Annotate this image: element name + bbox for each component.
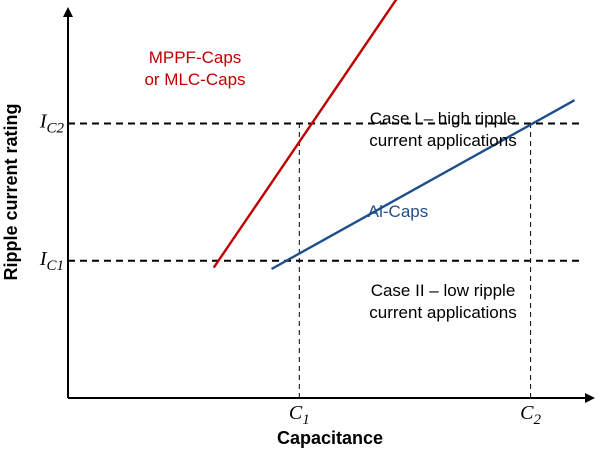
annotation-case-1: Case I – high ripple current applications — [369, 109, 516, 150]
y-tick-label-IC1: IC1 — [39, 248, 64, 274]
y-axis-title: Ripple current rating — [1, 103, 21, 280]
annotation-case-2: Case II – low ripple current applications — [369, 281, 516, 322]
y-tick-label-IC2: IC2 — [39, 111, 65, 137]
annotation-mppf-mlc-caps: MPPF-Caps or MLC-Caps — [144, 48, 245, 89]
x-tick-label-C2: C2 — [520, 402, 541, 428]
annotations: MPPF-Caps or MLC-Caps Al-Caps Case I – high… — [144, 48, 516, 322]
reference-lines — [68, 122, 582, 398]
annotation-al-caps: Al-Caps — [368, 202, 428, 221]
x-tick-labels: C1 C2 — [289, 402, 542, 428]
x-axis-title: Capacitance — [277, 428, 383, 448]
series-lines — [212, 0, 576, 271]
y-tick-labels: IC1 IC2 — [39, 111, 65, 274]
series-line-mppf-mlc-caps — [212, 0, 398, 269]
series-line-al-caps — [270, 99, 576, 271]
x-tick-label-C1: C1 — [289, 402, 310, 428]
